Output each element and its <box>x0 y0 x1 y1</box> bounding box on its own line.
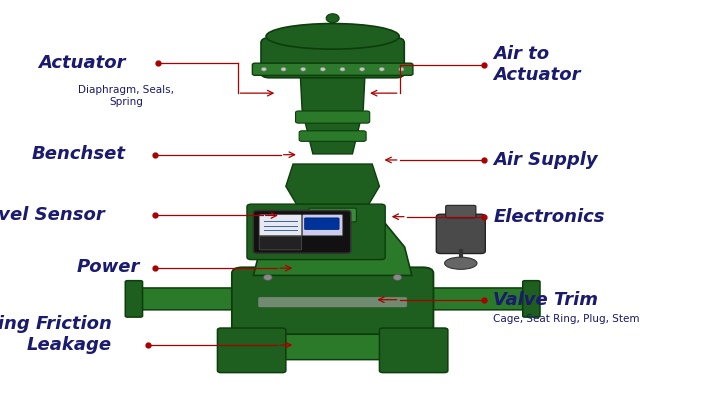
Ellipse shape <box>320 67 325 71</box>
Ellipse shape <box>393 275 402 280</box>
FancyBboxPatch shape <box>305 218 339 230</box>
FancyBboxPatch shape <box>261 38 405 78</box>
FancyBboxPatch shape <box>302 215 343 236</box>
Text: Power: Power <box>77 258 140 276</box>
FancyBboxPatch shape <box>309 208 356 222</box>
FancyBboxPatch shape <box>259 236 302 250</box>
Ellipse shape <box>301 67 306 71</box>
FancyBboxPatch shape <box>446 205 476 218</box>
FancyBboxPatch shape <box>253 211 351 253</box>
Text: Air to
Actuator: Air to Actuator <box>493 45 581 84</box>
Ellipse shape <box>359 67 364 71</box>
Ellipse shape <box>261 67 266 71</box>
Ellipse shape <box>379 67 384 71</box>
Text: Air Supply: Air Supply <box>493 151 598 169</box>
Polygon shape <box>300 74 365 154</box>
Ellipse shape <box>266 23 399 49</box>
Text: Travel Sensor: Travel Sensor <box>0 206 104 224</box>
FancyBboxPatch shape <box>253 211 351 253</box>
Ellipse shape <box>264 275 272 280</box>
Ellipse shape <box>340 67 345 71</box>
Text: Benchset: Benchset <box>32 145 126 163</box>
Text: Cage, Seat Ring, Plug, Stem: Cage, Seat Ring, Plug, Stem <box>493 314 639 324</box>
Ellipse shape <box>281 67 286 71</box>
FancyBboxPatch shape <box>300 131 366 141</box>
Polygon shape <box>253 221 412 275</box>
FancyBboxPatch shape <box>523 281 540 317</box>
Polygon shape <box>300 205 365 213</box>
Text: Electronics: Electronics <box>493 208 605 226</box>
FancyBboxPatch shape <box>418 288 529 310</box>
Polygon shape <box>286 164 379 205</box>
FancyBboxPatch shape <box>253 63 413 75</box>
Ellipse shape <box>399 67 404 71</box>
Text: Packing Friction
Leakage: Packing Friction Leakage <box>0 315 112 354</box>
Text: Actuator: Actuator <box>38 54 126 72</box>
FancyBboxPatch shape <box>217 328 286 373</box>
FancyBboxPatch shape <box>296 111 370 123</box>
FancyBboxPatch shape <box>258 297 407 307</box>
Ellipse shape <box>444 257 477 269</box>
FancyBboxPatch shape <box>125 281 143 317</box>
FancyBboxPatch shape <box>436 214 485 254</box>
FancyBboxPatch shape <box>232 267 433 334</box>
FancyBboxPatch shape <box>247 204 385 260</box>
Ellipse shape <box>326 14 339 23</box>
FancyBboxPatch shape <box>259 215 302 236</box>
Text: Diaphragm, Seals,
Spring: Diaphragm, Seals, Spring <box>78 85 174 107</box>
FancyBboxPatch shape <box>273 323 392 360</box>
FancyBboxPatch shape <box>136 288 247 310</box>
FancyBboxPatch shape <box>379 328 448 373</box>
Text: Valve Trim: Valve Trim <box>493 291 598 309</box>
